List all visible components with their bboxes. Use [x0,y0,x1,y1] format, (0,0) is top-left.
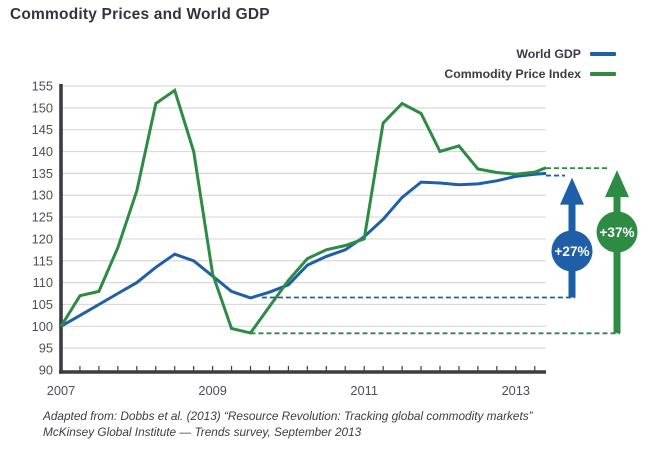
commodity-price-change-badge [596,211,638,253]
y-axis-label: 90 [39,362,53,377]
commodity-price-change-badge-label: +37% [600,225,635,240]
y-axis-label: 150 [32,100,53,115]
x-axis-label: 2007 [47,383,75,398]
y-axis-label: 105 [32,297,53,312]
legend-label-world-gdp: World GDP [516,47,581,61]
source-citation-line1: Adapted from: Dobbs et al. (2013) “Resou… [43,409,533,423]
commodity-price-index-line [59,88,547,335]
world-gdp-line [60,171,547,328]
legend-label-commodity-price-index: Commodity Price Index [444,67,581,81]
world-gdp-change-arrow-head [560,177,584,205]
x-axis-label: 2011 [350,383,378,398]
world-gdp-change-badge-label: +27% [555,244,590,259]
legend-item-world-gdp: World GDP [444,44,616,64]
y-axis-label: 110 [33,275,53,290]
y-axis-label: 140 [32,144,53,159]
commodity-price-change-arrow-head [605,170,629,198]
y-axis-label: 130 [32,188,53,203]
legend: World GDP Commodity Price Index [444,44,616,84]
source-citation: Adapted from: Dobbs et al. (2013) “Resou… [43,409,533,440]
y-axis-label: 120 [32,231,53,246]
x-axis-label: 2013 [502,383,530,398]
y-axis-label: 155 [32,79,53,94]
legend-swatch-commodity-price-index [590,72,616,76]
world-gdp-change-badge [551,230,593,272]
legend-swatch-world-gdp [590,52,616,56]
y-axis-label: 135 [32,166,53,181]
x-axis-label: 2009 [198,383,226,398]
legend-item-commodity-price-index: Commodity Price Index [444,64,616,84]
chart-title: Commodity Prices and World GDP [10,6,270,23]
y-axis-label: 100 [32,319,53,334]
y-axis-label: 95 [39,341,53,356]
y-axis-label: 125 [32,210,53,225]
y-axis-label: 115 [33,253,53,268]
y-axis-label: 145 [32,122,53,137]
source-citation-line2: McKinsey Global Institute — Trends surve… [43,424,362,439]
